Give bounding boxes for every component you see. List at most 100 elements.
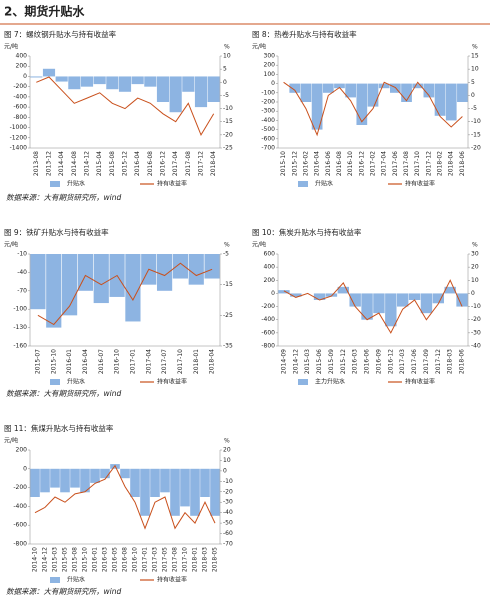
y2-tick-label: -10 bbox=[223, 105, 233, 112]
chart-title: 图 7：螺纹钢升贴水与持有收益率 bbox=[4, 29, 117, 39]
y2-tick-label: 10 bbox=[223, 53, 231, 60]
x-tick-label: 2017-10 bbox=[177, 349, 184, 374]
basis-bar bbox=[278, 290, 290, 294]
x-tick-label: 2017-06 bbox=[411, 349, 418, 374]
x-tick-label: 2015-03 bbox=[304, 349, 311, 374]
x-tick-label: 2017-01 bbox=[129, 349, 136, 374]
x-tick-label: 2016-03 bbox=[352, 349, 359, 374]
y-tick-label: -600 bbox=[261, 329, 275, 336]
basis-bar bbox=[61, 254, 78, 316]
basis-bar bbox=[70, 468, 80, 488]
page-title: 2、期货升贴水 bbox=[4, 4, 85, 19]
basis-bar bbox=[144, 76, 157, 87]
x-tick-label: 2015-10 bbox=[82, 547, 89, 572]
basis-bar bbox=[345, 83, 357, 98]
x-tick-label: 2017-08 bbox=[172, 547, 179, 572]
y2-tick-label: -20 bbox=[471, 316, 481, 323]
y-tick-label: -400 bbox=[13, 93, 27, 100]
yield-line bbox=[34, 464, 216, 530]
basis-bar bbox=[90, 468, 100, 483]
y2-tick-label: -70 bbox=[223, 541, 233, 548]
y2-tick-label: 0 bbox=[471, 290, 475, 297]
x-tick-label: 2014-12 bbox=[42, 547, 49, 572]
y-tick-label: 200 bbox=[16, 63, 28, 70]
basis-bar bbox=[40, 468, 50, 493]
legend-swatch bbox=[298, 379, 308, 385]
x-tick-label: 2014-12 bbox=[84, 151, 91, 176]
y2-tick-label: 0 bbox=[223, 79, 227, 86]
y2-tick-label: 20 bbox=[223, 447, 231, 454]
basis-bar bbox=[373, 293, 385, 314]
basis-bar bbox=[77, 254, 94, 291]
basis-bar bbox=[30, 254, 46, 310]
y2-tick-label: -40 bbox=[223, 509, 233, 516]
x-tick-label: 2015-12 bbox=[340, 349, 347, 374]
x-tick-label: 2015-09 bbox=[328, 349, 335, 374]
basis-bar bbox=[160, 468, 170, 493]
chart-title: 图 9：铁矿升贴水与持有收益率 bbox=[4, 227, 109, 237]
basis-bar bbox=[207, 76, 220, 102]
x-tick-label: 2016-03 bbox=[102, 547, 109, 572]
x-tick-label: 2016-04 bbox=[82, 349, 89, 374]
legend-label: 升贴水 bbox=[67, 576, 85, 584]
y2-tick-label: 5 bbox=[471, 79, 475, 86]
y-tick-label: -10 bbox=[17, 251, 27, 258]
basis-bar bbox=[290, 293, 302, 297]
basis-bar bbox=[80, 76, 94, 87]
y-tick-label: -400 bbox=[261, 316, 275, 323]
basis-bar bbox=[131, 76, 144, 85]
x-tick-label: 2017-12 bbox=[435, 349, 442, 374]
x-tick-label: 2018-01 bbox=[192, 547, 199, 572]
y2-tick-label: -5 bbox=[471, 105, 477, 112]
y-tick-label: -400 bbox=[261, 117, 275, 124]
y-tick-label: -600 bbox=[261, 135, 275, 142]
y-tick-label: 200 bbox=[264, 277, 276, 284]
x-tick-label: 2017-08 bbox=[185, 151, 192, 176]
basis-bar bbox=[289, 83, 301, 93]
basis-bar bbox=[200, 468, 210, 497]
x-tick-label: 2016-08 bbox=[336, 151, 343, 176]
basis-bar bbox=[106, 76, 119, 90]
x-tick-label: 2014-04 bbox=[58, 151, 65, 176]
x-tick-label: 2015-10 bbox=[280, 151, 287, 176]
basis-bar bbox=[210, 468, 220, 516]
x-tick-label: 2017-10 bbox=[414, 151, 421, 176]
basis-bar bbox=[300, 83, 312, 102]
basis-bar bbox=[401, 83, 412, 102]
x-tick-label: 2017-05 bbox=[162, 547, 169, 572]
x-tick-label: 2017-12 bbox=[198, 151, 205, 176]
legend-swatch bbox=[50, 577, 60, 583]
legend-label: 升贴水 bbox=[67, 378, 85, 386]
x-tick-label: 2018-06 bbox=[459, 349, 466, 374]
legend-label: 持有收益率 bbox=[405, 180, 435, 188]
y-unit: 元/吨 bbox=[252, 43, 266, 51]
basis-bar bbox=[93, 76, 106, 85]
y2-tick-label: -25 bbox=[223, 145, 233, 152]
basis-bar bbox=[445, 83, 457, 121]
x-tick-label: 2014-10 bbox=[32, 547, 39, 572]
y-tick-label: -100 bbox=[261, 89, 275, 96]
y-tick-label: -500 bbox=[261, 126, 275, 133]
basis-bar bbox=[325, 293, 338, 297]
x-tick-label: 2016-12 bbox=[160, 151, 167, 176]
basis-bar bbox=[204, 254, 220, 279]
y2-tick-label: 5 bbox=[223, 66, 227, 73]
basis-bar bbox=[337, 286, 350, 294]
x-tick-label: 2013-08 bbox=[33, 151, 40, 176]
x-tick-label: 2017-09 bbox=[423, 349, 430, 374]
y-tick-label: -200 bbox=[13, 484, 27, 491]
y2-tick-label: -50 bbox=[223, 520, 233, 527]
basis-bar bbox=[140, 468, 150, 516]
x-tick-label: 2018-04 bbox=[448, 151, 455, 176]
yield-line bbox=[283, 81, 463, 137]
x-tick-label: 2016-04 bbox=[314, 151, 321, 176]
y-unit: 元/吨 bbox=[4, 43, 18, 51]
basis-bar bbox=[378, 83, 390, 89]
x-tick-label: 2017-04 bbox=[145, 349, 152, 374]
x-tick-label: 2015-07 bbox=[34, 349, 41, 374]
y-unit: 元/吨 bbox=[252, 241, 266, 249]
y-tick-label: 0 bbox=[271, 290, 275, 297]
y-tick-label: -600 bbox=[13, 104, 27, 111]
basis-bar bbox=[125, 254, 141, 322]
